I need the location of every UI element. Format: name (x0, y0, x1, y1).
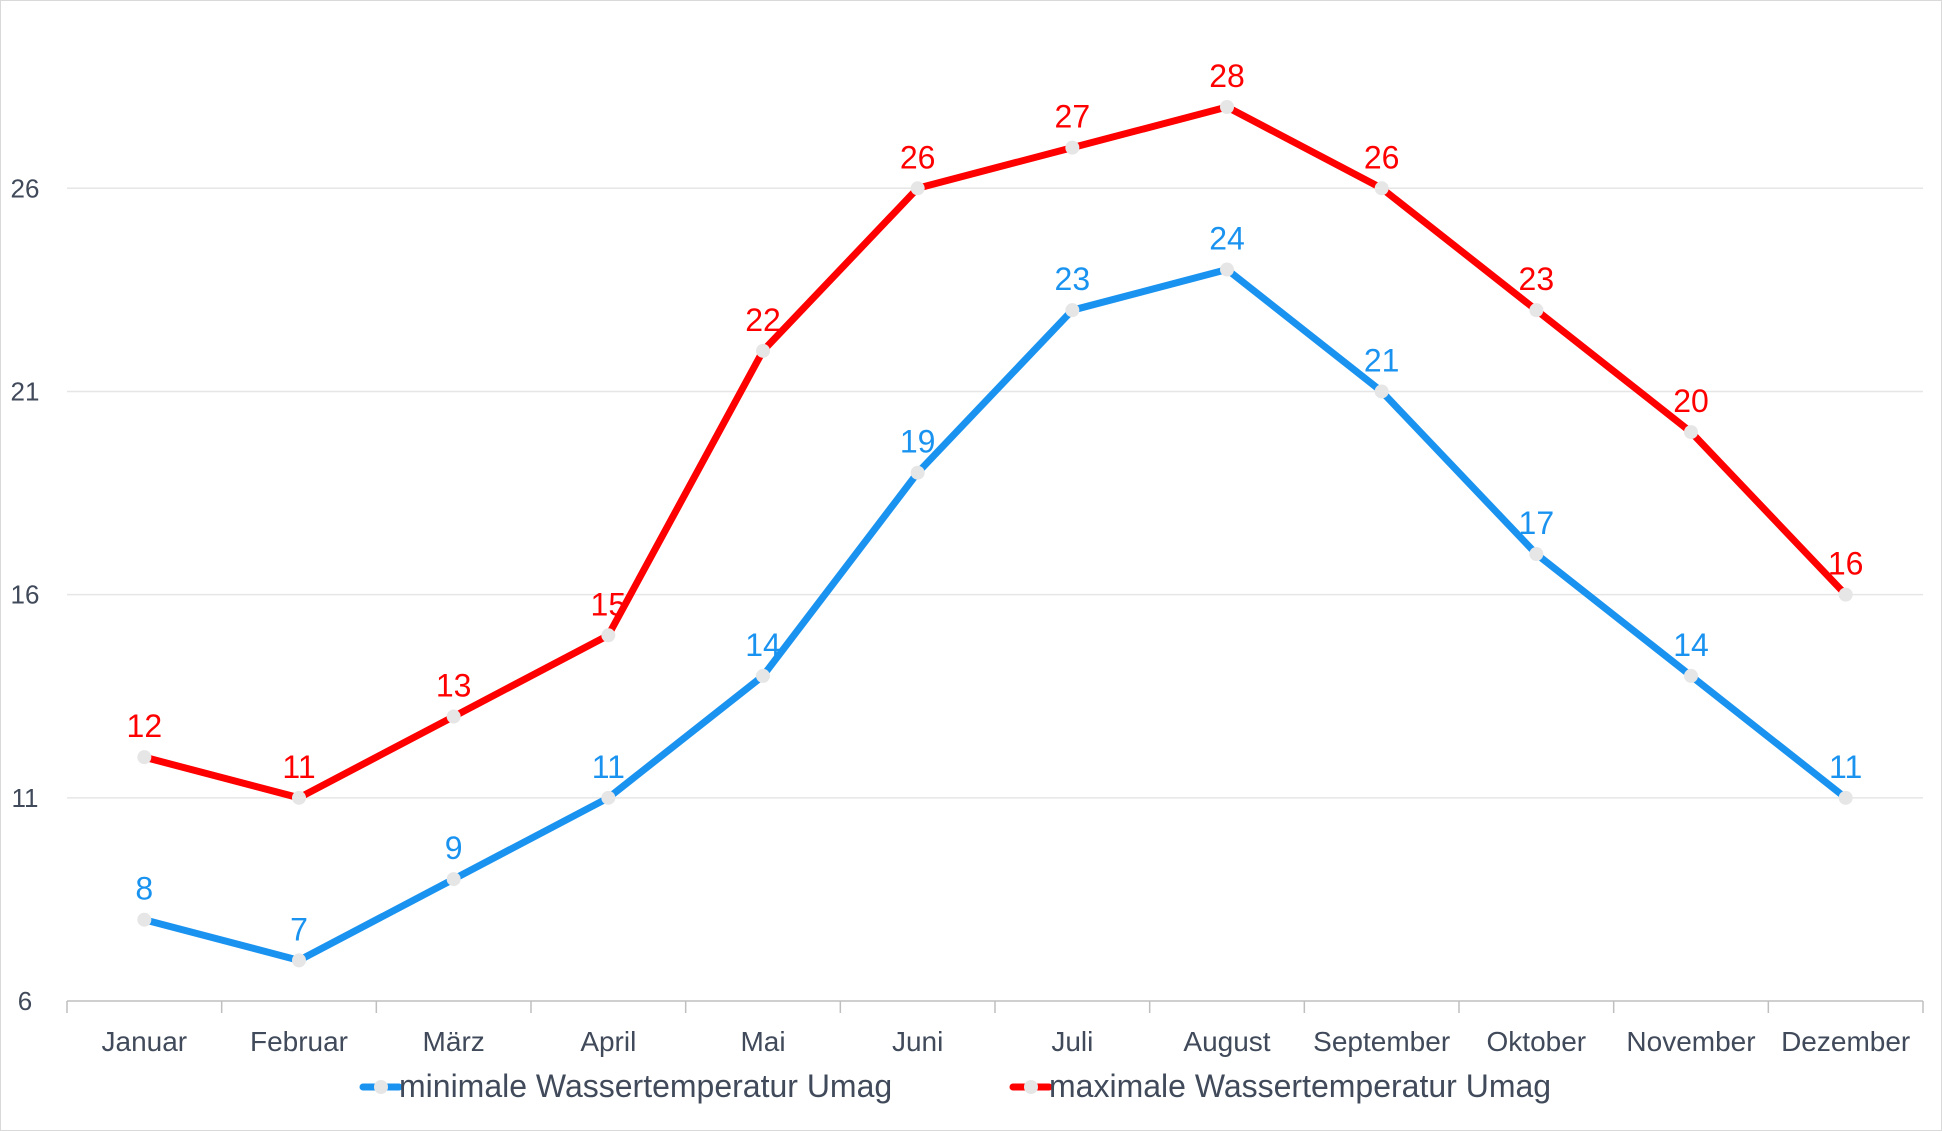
data-point (292, 790, 306, 805)
y-tick-label: 16 (11, 580, 40, 610)
data-point (1838, 790, 1853, 805)
data-label: 20 (1673, 383, 1709, 419)
x-tick-label: Februar (250, 1026, 348, 1057)
data-point (446, 709, 461, 724)
legend-marker (1024, 1080, 1038, 1094)
x-tick-label: Mai (740, 1026, 785, 1057)
data-point (601, 628, 616, 643)
data-point (1065, 140, 1080, 155)
x-tick-label: November (1626, 1026, 1755, 1057)
data-point (446, 872, 461, 887)
y-tick-label: 21 (11, 376, 40, 406)
data-label: 11 (282, 749, 315, 785)
data-label: 14 (745, 627, 781, 663)
y-tick-label: 6 (18, 986, 32, 1016)
data-label: 21 (1364, 342, 1400, 378)
x-tick-label: Juni (892, 1026, 943, 1057)
x-tick-label: August (1183, 1026, 1270, 1057)
data-point (910, 181, 925, 196)
data-point (1374, 384, 1389, 399)
data-label: 15 (591, 586, 627, 622)
data-label: 12 (127, 708, 163, 744)
data-point (1220, 262, 1234, 277)
data-point (601, 790, 616, 805)
data-point (910, 465, 925, 480)
data-label: 22 (745, 302, 781, 338)
data-point (1684, 668, 1698, 683)
data-point (137, 912, 152, 927)
data-label: 13 (436, 668, 472, 704)
data-point (137, 750, 152, 765)
x-tick-label: April (580, 1026, 636, 1057)
data-label: 24 (1209, 221, 1245, 257)
data-label: 8 (135, 871, 153, 907)
x-tick-label: März (423, 1026, 485, 1057)
data-point (1529, 303, 1544, 318)
data-label: 19 (900, 424, 936, 460)
x-tick-label: Oktober (1487, 1026, 1587, 1057)
legend-label: maximale Wassertemperatur Umag (1049, 1068, 1551, 1104)
y-tick-label: 26 (11, 173, 40, 203)
x-tick-label: September (1313, 1026, 1450, 1057)
data-label: 27 (1055, 99, 1091, 135)
data-label: 23 (1519, 261, 1555, 297)
x-tick-label: Dezember (1781, 1026, 1910, 1057)
data-label: 9 (445, 830, 463, 866)
data-point (756, 343, 770, 358)
data-label: 7 (290, 911, 308, 947)
data-point (1838, 587, 1853, 602)
data-label: 17 (1519, 505, 1555, 541)
x-tick-label: Juli (1051, 1026, 1093, 1057)
data-point (1374, 181, 1389, 196)
y-tick-label: 11 (12, 783, 39, 813)
data-point (1220, 100, 1234, 114)
legend-marker (374, 1080, 388, 1094)
data-point (1065, 303, 1080, 318)
x-tick-label: Januar (102, 1026, 188, 1057)
data-point (292, 953, 306, 968)
data-point (1684, 425, 1698, 440)
data-point (1529, 547, 1544, 561)
data-label: 23 (1055, 261, 1091, 297)
series-line (140, 266, 1850, 964)
data-label: 28 (1209, 58, 1245, 94)
data-label: 14 (1673, 627, 1709, 663)
legend-label: minimale Wassertemperatur Umag (399, 1068, 892, 1104)
data-label: 16 (1828, 546, 1864, 582)
data-label: 11 (1829, 749, 1862, 785)
series-line (140, 103, 1850, 802)
data-label: 26 (900, 139, 936, 175)
data-label: 26 (1364, 139, 1400, 175)
data-label: 11 (592, 749, 625, 785)
data-point (756, 668, 770, 683)
